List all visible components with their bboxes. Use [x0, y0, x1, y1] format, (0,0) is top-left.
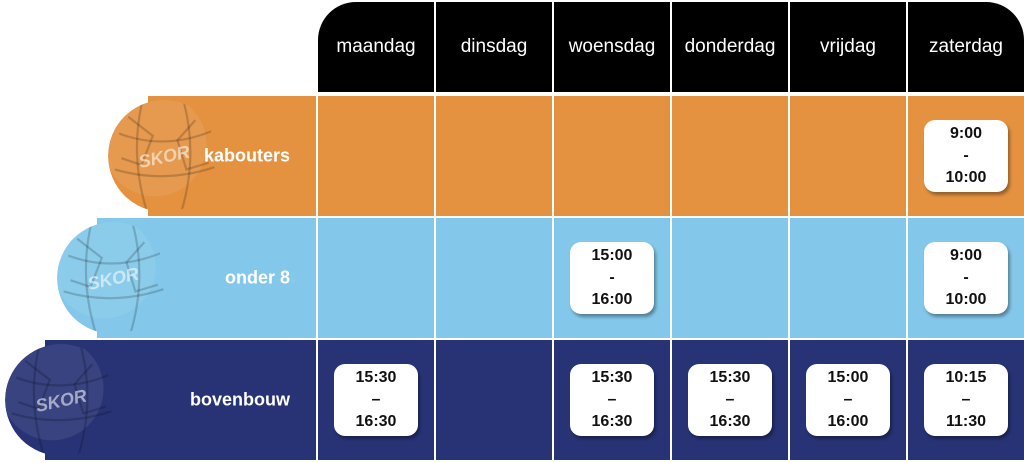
- time-slot-card: 15:30 – 16:30: [334, 364, 418, 436]
- schedule-cell-vrijdag: [790, 218, 906, 338]
- time-slot-card: 15:00 - 16:00: [570, 242, 654, 314]
- schedule-cell-donderdag: [672, 96, 788, 216]
- time-sep: –: [371, 391, 381, 408]
- navy-handball-icon: SKOR: [5, 344, 117, 456]
- schedule-cell-donderdag: [672, 218, 788, 338]
- time-sep: –: [607, 391, 617, 408]
- schedule-cell-vrijdag: 15:00 – 16:00: [790, 340, 906, 460]
- time-end: 11:30: [945, 413, 987, 430]
- time-slot-card: 9:00 - 10:00: [924, 242, 1008, 314]
- time-end: 16:30: [355, 413, 397, 430]
- time-start: 15:30: [591, 369, 633, 386]
- time-slot-card: 9:00 - 10:00: [924, 120, 1008, 192]
- schedule-cell-dinsdag: [436, 96, 552, 216]
- time-start: 10:15: [945, 369, 987, 386]
- time-end: 10:00: [945, 291, 987, 308]
- day-header-zaterdag: zaterdag: [908, 2, 1024, 92]
- time-slot-card: 15:00 – 16:00: [806, 364, 890, 436]
- time-sep: -: [609, 269, 615, 286]
- day-header-vrijdag: vrijdag: [790, 2, 906, 92]
- time-sep: -: [963, 269, 969, 286]
- time-start: 9:00: [949, 247, 983, 264]
- schedule-cell-dinsdag: [436, 340, 552, 460]
- time-sep: –: [843, 391, 853, 408]
- schedule-cell-zaterdag: 9:00 - 10:00: [908, 218, 1024, 338]
- time-start: 15:00: [827, 369, 869, 386]
- schedule-cell-woensdag: [554, 96, 670, 216]
- time-sep: -: [963, 147, 969, 164]
- time-slot-card: 10:15 – 11:30: [924, 364, 1008, 436]
- row-label: kabouters: [203, 145, 290, 166]
- time-end: 16:30: [591, 413, 633, 430]
- schedule-cell-maandag: [318, 218, 434, 338]
- time-start: 15:00: [591, 247, 633, 264]
- light-blue-handball-icon: SKOR: [57, 222, 169, 334]
- time-slot-card: 15:30 – 16:30: [688, 364, 772, 436]
- day-header-maandag: maandag: [318, 2, 434, 92]
- schedule-cell-zaterdag: 9:00 - 10:00: [908, 96, 1024, 216]
- time-end: 16:30: [709, 413, 751, 430]
- time-sep: –: [725, 391, 735, 408]
- time-end: 16:00: [591, 291, 633, 308]
- time-sep: –: [961, 391, 971, 408]
- time-start: 15:30: [709, 369, 751, 386]
- day-header-dinsdag: dinsdag: [436, 2, 552, 92]
- schedule-cell-dinsdag: [436, 218, 552, 338]
- row-label: bovenbouw: [190, 389, 290, 410]
- time-start: 9:00: [949, 125, 983, 142]
- day-header-donderdag: donderdag: [672, 2, 788, 92]
- orange-handball-icon: SKOR: [108, 100, 220, 212]
- schedule-cell-woensdag: 15:00 - 16:00: [554, 218, 670, 338]
- time-end: 16:00: [827, 413, 869, 430]
- schedule-cell-donderdag: 15:30 – 16:30: [672, 340, 788, 460]
- time-slot-card: 15:30 – 16:30: [570, 364, 654, 436]
- row-label: onder 8: [224, 267, 290, 288]
- schedule-cell-woensdag: 15:30 – 16:30: [554, 340, 670, 460]
- day-header-woensdag: woensdag: [554, 2, 670, 92]
- time-end: 10:00: [945, 169, 987, 186]
- schedule-cell-vrijdag: [790, 96, 906, 216]
- schedule-cell-maandag: 15:30 – 16:30: [318, 340, 434, 460]
- time-start: 15:30: [355, 369, 397, 386]
- schedule-cell-maandag: [318, 96, 434, 216]
- schedule-cell-zaterdag: 10:15 – 11:30: [908, 340, 1024, 460]
